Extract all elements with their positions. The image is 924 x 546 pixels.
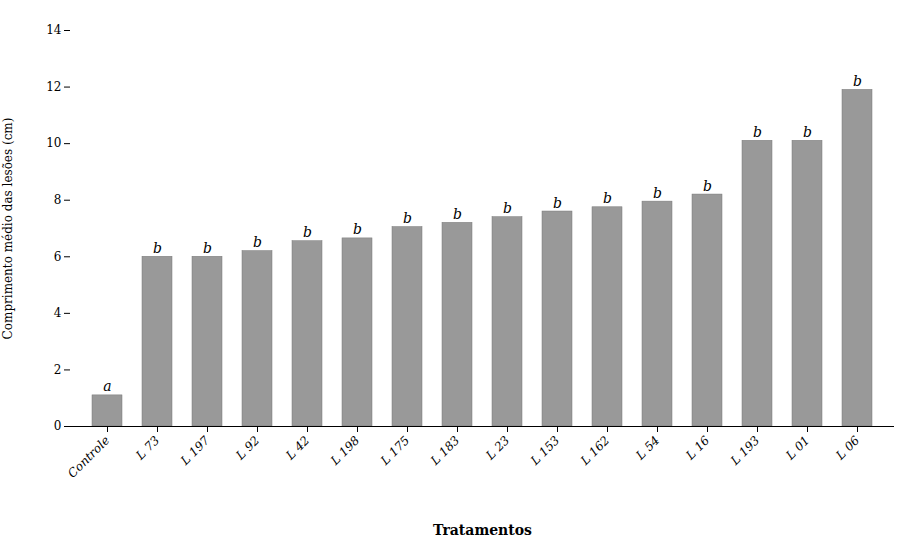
svg-text:L 42: L 42 (283, 433, 313, 463)
svg-text:b: b (653, 185, 662, 201)
svg-text:b: b (803, 124, 812, 140)
svg-text:Comprimento médio das lesões (: Comprimento médio das lesões (cm) (1, 118, 15, 340)
svg-text:2: 2 (54, 363, 62, 377)
svg-text:b: b (253, 234, 262, 250)
svg-text:b: b (753, 124, 762, 140)
svg-text:4: 4 (54, 306, 62, 320)
svg-text:L 153: L 153 (527, 433, 562, 468)
svg-text:14: 14 (46, 23, 62, 37)
svg-text:L 193: L 193 (727, 433, 762, 468)
svg-text:L 183: L 183 (427, 433, 462, 468)
svg-text:Controle: Controle (65, 433, 112, 480)
svg-text:L 162: L 162 (577, 433, 612, 468)
svg-text:b: b (153, 240, 162, 256)
svg-text:b: b (303, 224, 312, 240)
svg-text:12: 12 (46, 80, 61, 94)
svg-text:L 23: L 23 (483, 433, 513, 463)
svg-text:b: b (553, 195, 562, 211)
svg-text:0: 0 (54, 419, 62, 433)
svg-text:b: b (453, 206, 462, 222)
svg-text:b: b (853, 73, 862, 89)
svg-text:L 198: L 198 (327, 433, 362, 468)
svg-text:10: 10 (46, 136, 61, 150)
svg-text:L 54: L 54 (633, 433, 663, 463)
svg-text:Tratamentos: Tratamentos (433, 522, 532, 538)
svg-text:L 01: L 01 (783, 433, 813, 463)
svg-text:b: b (203, 240, 212, 256)
svg-text:a: a (103, 378, 111, 394)
svg-text:8: 8 (54, 193, 62, 207)
svg-text:6: 6 (54, 250, 62, 264)
svg-text:b: b (603, 190, 612, 206)
svg-text:b: b (703, 178, 712, 194)
svg-text:b: b (353, 221, 362, 237)
svg-text:b: b (403, 210, 412, 226)
svg-text:L 06: L 06 (833, 433, 863, 463)
svg-text:b: b (503, 200, 512, 216)
svg-text:L 92: L 92 (233, 433, 263, 463)
svg-text:L 175: L 175 (377, 433, 412, 468)
svg-text:L 197: L 197 (177, 433, 212, 468)
svg-text:L 73: L 73 (133, 433, 163, 463)
svg-text:L 16: L 16 (683, 433, 713, 463)
